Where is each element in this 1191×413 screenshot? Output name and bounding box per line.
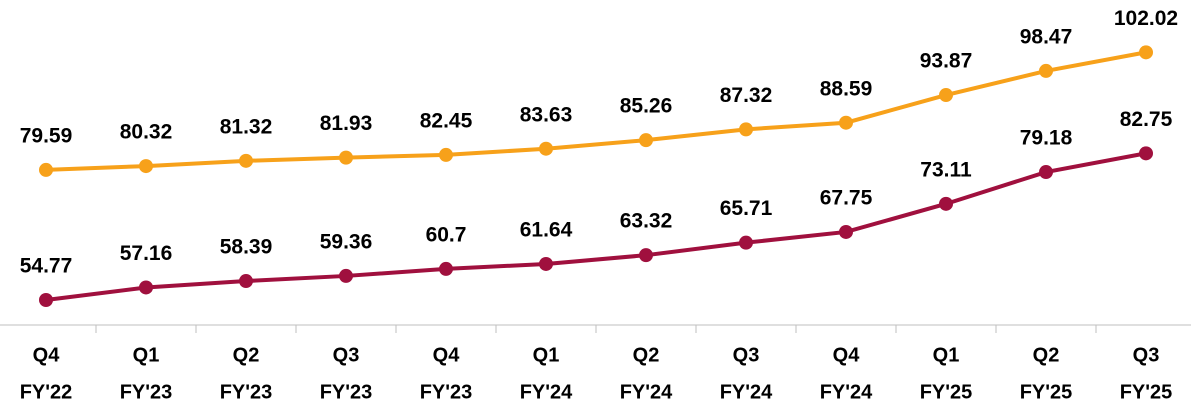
x-tick-label: FY'24 — [720, 381, 773, 403]
x-tick-label: Q4 — [833, 344, 861, 366]
x-tick-label: Q3 — [1133, 344, 1160, 366]
series-line — [45, 50, 1147, 172]
x-tick-label: FY'23 — [120, 381, 173, 403]
data-point — [1139, 146, 1153, 161]
data-label: 80.32 — [120, 121, 173, 144]
data-point — [439, 147, 453, 162]
data-point — [739, 122, 753, 137]
series-line — [45, 151, 1147, 302]
x-tick-label: FY'25 — [920, 381, 973, 403]
data-point — [1139, 45, 1153, 60]
data-label: 81.32 — [220, 115, 273, 138]
x-tick-label: FY'24 — [620, 381, 673, 403]
data-point — [39, 162, 53, 177]
data-label: 54.77 — [20, 255, 73, 278]
x-tick-label: Q2 — [1033, 344, 1060, 366]
x-tick-label: Q1 — [533, 344, 560, 366]
x-tick-label: Q2 — [633, 344, 660, 366]
data-label: 88.59 — [820, 77, 873, 100]
data-label: 61.64 — [520, 219, 573, 242]
data-point — [1039, 165, 1053, 180]
x-tick-label: FY'23 — [220, 381, 273, 403]
data-point — [339, 150, 353, 165]
data-point — [839, 115, 853, 130]
data-label: 59.36 — [320, 230, 373, 253]
data-point — [939, 88, 953, 103]
data-point — [539, 141, 553, 156]
data-point — [39, 292, 53, 307]
x-tick-label: FY'25 — [1020, 381, 1073, 403]
data-label: 65.71 — [720, 197, 773, 220]
data-point — [1039, 63, 1053, 78]
data-label: 79.59 — [20, 124, 73, 147]
x-tick-label: Q3 — [733, 344, 760, 366]
data-label: 85.26 — [620, 95, 673, 118]
data-label: 60.7 — [426, 223, 467, 246]
data-point — [139, 280, 153, 295]
data-point — [439, 261, 453, 276]
x-tick-label: Q4 — [433, 344, 461, 366]
data-label: 63.32 — [620, 210, 673, 233]
data-label: 79.18 — [1020, 127, 1073, 150]
x-tick-label: Q3 — [333, 344, 360, 366]
data-point — [239, 274, 253, 289]
data-point — [339, 268, 353, 283]
x-tick-label: FY'23 — [420, 381, 473, 403]
data-point — [239, 153, 253, 168]
data-point — [939, 196, 953, 211]
data-label: 81.93 — [320, 112, 373, 135]
data-point — [639, 133, 653, 148]
data-label: 58.39 — [220, 236, 273, 259]
data-label: 67.75 — [820, 187, 873, 210]
x-tick-label: FY'22 — [20, 381, 73, 403]
data-point — [839, 224, 853, 239]
x-tick-label: Q4 — [33, 344, 61, 366]
data-point — [639, 248, 653, 263]
data-label: 82.45 — [420, 109, 473, 132]
data-point — [139, 159, 153, 174]
data-label: 98.47 — [1020, 25, 1073, 48]
data-point — [739, 235, 753, 250]
data-label: 57.16 — [120, 242, 173, 265]
x-tick-label: FY'25 — [1120, 381, 1173, 403]
x-tick-label: Q1 — [133, 344, 160, 366]
x-tick-label: FY'23 — [320, 381, 373, 403]
data-label: 82.75 — [1120, 108, 1173, 131]
x-tick-label: Q2 — [233, 344, 260, 366]
x-tick-label: Q1 — [933, 344, 960, 366]
x-tick-label: FY'24 — [520, 381, 573, 403]
data-label: 87.32 — [720, 84, 773, 107]
data-label: 93.87 — [920, 50, 973, 73]
data-label: 83.63 — [520, 103, 573, 126]
data-label: 102.02 — [1114, 7, 1178, 30]
data-point — [539, 256, 553, 271]
data-label: 73.11 — [920, 158, 972, 181]
x-tick-label: FY'24 — [820, 381, 873, 403]
